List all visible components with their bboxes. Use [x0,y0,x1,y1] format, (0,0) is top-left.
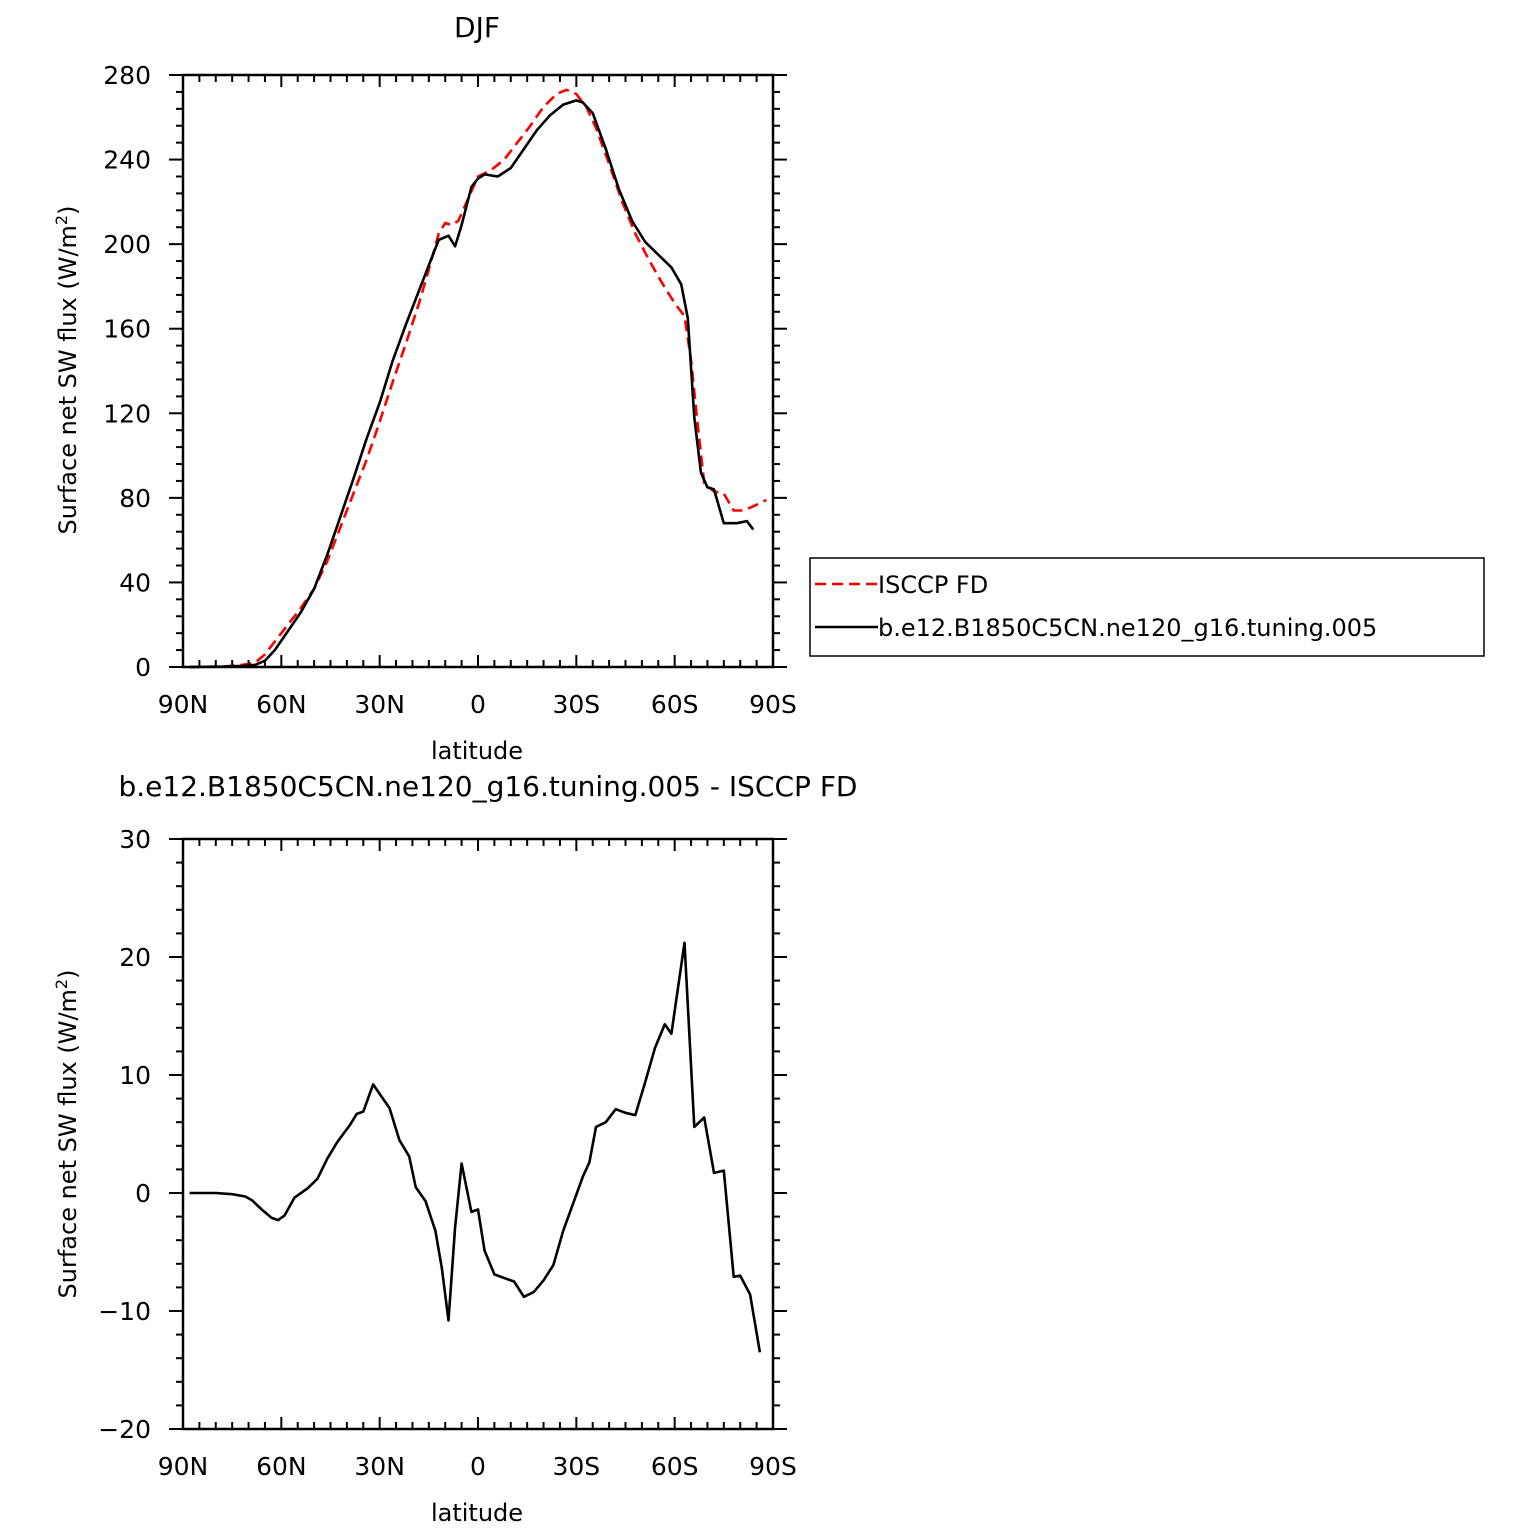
bottom-plot-frame [181,837,775,1431]
bottom-x-tick-label: 30S [552,1452,600,1481]
bottom-x-tick-label: 60S [651,1452,699,1481]
top-y-tick-label: 200 [103,230,151,259]
top-plot-frame [181,73,775,669]
legend: ISCCP FD b.e12.B1850C5CN.ne120_g16.tunin… [809,557,1485,657]
top-x-tick-label: 60N [256,690,307,719]
bottom-y-axis-label: Surface net SW flux (W/m2) [52,970,82,1299]
top-x-tick-label: 30N [354,690,405,719]
top-series-line-0 [189,88,767,669]
legend-box [809,557,1485,657]
top-y-tick-label: 240 [103,146,151,175]
bottom-y-tick-label: −20 [98,1415,151,1444]
top-x-tick-label: 90S [749,690,797,719]
top-panel: DJF 90N 60N 30N 0 30S 60S 90S 0 40 80 120 160 200 240… [52,11,797,765]
bottom-series-line-0 [189,941,762,1353]
top-x-tick-label: 60S [651,690,699,719]
bottom-y-tick-label: 10 [119,1061,151,1090]
top-y-tick-label: 80 [119,484,151,513]
bottom-axis-ticks: 90N 60N 30N 0 30S 60S 90S −20 −10 0 10 20 30 [98,825,797,1481]
bottom-x-tick-label: 30N [354,1452,405,1481]
top-axis-ticks: 90N 60N 30N 0 30S 60S 90S 0 40 80 120 160 200 240 280 [103,61,797,719]
top-y-tick-label: 40 [119,568,151,597]
top-chart-title: DJF [454,11,500,44]
top-y-axis-label: Surface net SW flux (W/m2) [52,206,82,535]
legend-label-model: b.e12.B1850C5CN.ne120_g16.tuning.005 [878,614,1377,642]
bottom-x-tick-label: 90S [749,1452,797,1481]
legend-label-isccp: ISCCP FD [878,571,988,599]
bottom-y-tick-label: 0 [135,1179,151,1208]
bottom-chart-title: b.e12.B1850C5CN.ne120_g16.tuning.005 - I… [119,770,858,803]
bottom-y-tick-label: −10 [98,1297,151,1326]
top-y-tick-label: 160 [103,315,151,344]
bottom-x-tick-label: 90N [158,1452,209,1481]
bottom-y-tick-label: 30 [119,825,151,854]
bottom-y-tick-label: 20 [119,943,151,972]
top-x-axis-label: latitude [431,737,523,765]
bottom-panel: b.e12.B1850C5CN.ne120_g16.tuning.005 - I… [52,770,857,1527]
top-y-tick-label: 280 [103,61,151,90]
bottom-x-tick-label: 60N [256,1452,307,1481]
bottom-x-axis-label: latitude [431,1499,523,1527]
top-y-tick-label: 120 [103,399,151,428]
top-x-tick-label: 90N [158,690,209,719]
top-series-line-1 [189,99,755,669]
top-y-tick-label: 0 [135,653,151,682]
top-x-tick-label: 0 [470,690,486,719]
bottom-x-tick-label: 0 [470,1452,486,1481]
top-x-tick-label: 30S [552,690,600,719]
bottom-series-group [189,941,762,1353]
top-series-group [189,88,767,669]
